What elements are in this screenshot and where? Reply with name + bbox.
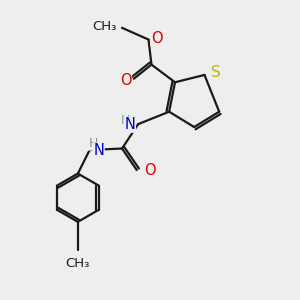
Text: H: H bbox=[88, 137, 98, 150]
Text: O: O bbox=[151, 31, 163, 46]
Text: S: S bbox=[211, 65, 221, 80]
Text: N: N bbox=[124, 117, 135, 132]
Text: O: O bbox=[144, 163, 156, 178]
Text: O: O bbox=[120, 73, 131, 88]
Text: H: H bbox=[121, 114, 130, 127]
Text: CH₃: CH₃ bbox=[92, 20, 117, 33]
Text: CH₃: CH₃ bbox=[66, 256, 90, 270]
Text: N: N bbox=[93, 143, 104, 158]
